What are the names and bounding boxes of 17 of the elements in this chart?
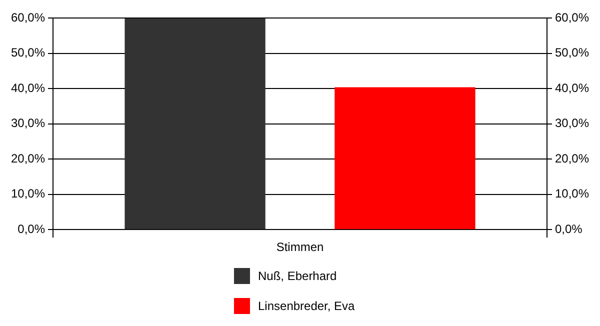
text: 40,0% — [554, 80, 590, 95]
y-tick-label: 0,0% — [18, 222, 46, 236]
y-tick-label: 10,0% — [10, 186, 46, 201]
text: 0,0% — [554, 222, 582, 236]
y-tick-label: 20,0% — [10, 151, 46, 166]
text: 10,0% — [554, 186, 590, 201]
legend-label: Linsenbreder, Eva — [258, 299, 355, 313]
text: 30,0% — [554, 116, 590, 130]
y-tick-label: 40,0% — [10, 80, 46, 95]
y-tick-label: 50,0% — [10, 46, 46, 60]
text: 60,0% — [554, 10, 590, 25]
text: 20,0% — [554, 151, 590, 166]
y-tick-label: 60,0% — [10, 10, 46, 25]
legend-label: Nuß, Eberhard — [258, 269, 337, 283]
text: 50,0% — [554, 46, 590, 60]
x-tick-label: Stimmen — [276, 240, 324, 254]
y-tick-label: 30,0% — [10, 116, 46, 130]
